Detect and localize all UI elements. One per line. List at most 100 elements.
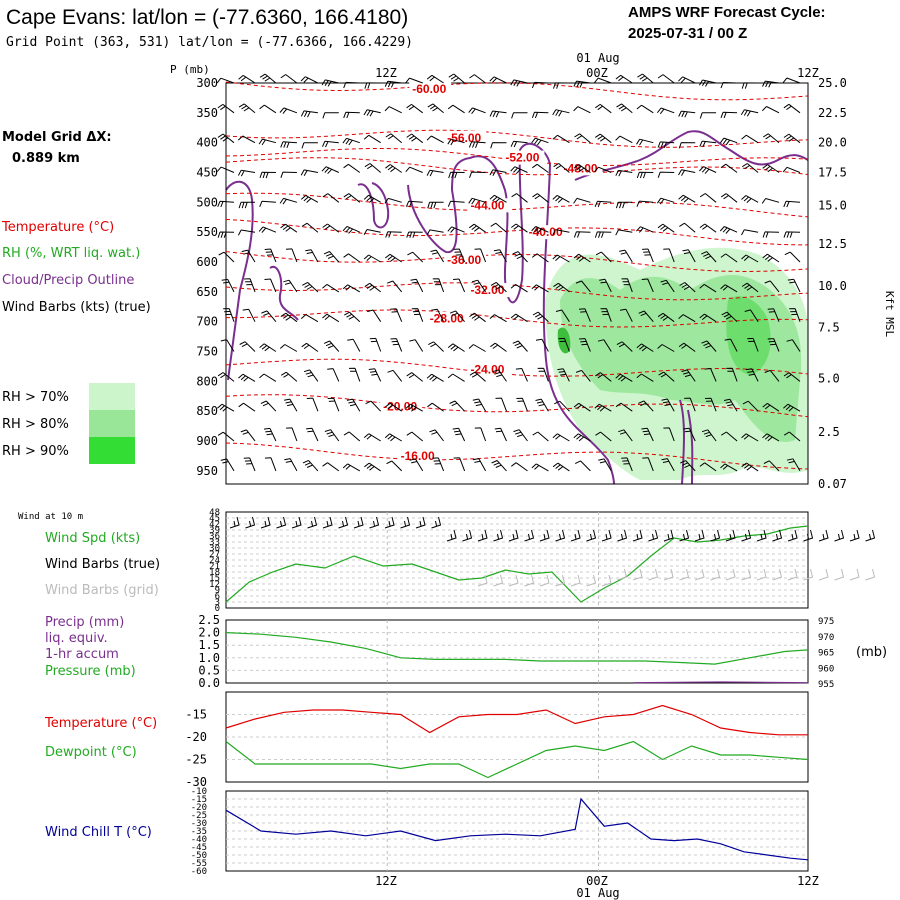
wind-barb: [322, 223, 340, 233]
wind-panel: Wind at 10 m Wind Spd (kts) Wind Barbs (…: [18, 508, 876, 614]
wind-barb: [324, 429, 340, 442]
windchill-tick-label: -25: [191, 811, 207, 821]
wind-barb: [531, 81, 549, 89]
temperature-line: [225, 704, 808, 736]
wind-barb: [657, 344, 675, 352]
wind-barb: [720, 193, 738, 203]
wind-barbs-grid-label: Wind Barbs (grid): [45, 583, 159, 598]
wind-tick-label: 21: [209, 562, 220, 572]
wind-barb: [552, 194, 570, 203]
wind-barb: [657, 107, 675, 115]
wind-barb: [405, 403, 423, 412]
wind-tick-label: 15: [209, 574, 220, 584]
forecast-cycle-value: 2025-07-31 / 00 Z: [628, 25, 747, 42]
windchill-tick-label: -20: [191, 803, 207, 813]
wind-barb-true: [291, 516, 302, 529]
wind-barb: [280, 312, 298, 323]
wind-barb-grid: [601, 574, 612, 587]
contour-label-bg: [409, 81, 452, 96]
wind-barb-grid: [694, 568, 705, 581]
wind-barb: [678, 110, 696, 118]
temperature-contour-line: [225, 442, 809, 470]
wind-barb: [679, 222, 696, 233]
wind-barb: [683, 427, 696, 442]
wind-barb-true: [446, 529, 457, 542]
bottom-date-label: 01 Aug: [576, 886, 619, 900]
wind-barb: [615, 74, 633, 84]
wind-barb: [453, 248, 466, 263]
wind-barb: [573, 164, 591, 173]
wind-barb: [578, 308, 591, 322]
wind-barb: [430, 249, 445, 263]
contour-label-bg: [444, 130, 487, 145]
contour-label-bg: [502, 150, 545, 165]
wind-barb-true: [338, 516, 349, 529]
precip-tick-label: 2.0: [198, 626, 220, 640]
wind-barb: [531, 226, 549, 234]
wind-tick-label: 36: [209, 532, 220, 542]
wind-barb: [447, 226, 465, 233]
wind-barb: [261, 310, 277, 323]
wind-barb: [553, 163, 570, 173]
wind-speed-line: [225, 525, 809, 603]
wind-barb: [384, 80, 402, 88]
height-axis-title: Kft MSL: [883, 291, 896, 338]
wind-barb: [364, 282, 382, 293]
wind-barb: [384, 253, 402, 263]
wind-barb: [405, 77, 423, 84]
wind-tick-label: 48: [209, 508, 220, 518]
wind-barb: [741, 254, 759, 263]
wind-barb: [472, 398, 487, 412]
pressure-tick-label: 600: [196, 255, 218, 269]
wind-barb: [532, 431, 549, 442]
wind-tick-label: 24: [209, 556, 220, 566]
wind-barb: [535, 338, 549, 352]
wind-barb: [264, 278, 277, 293]
wind-barb: [300, 76, 319, 84]
wind-barb: [258, 138, 277, 146]
wind-barb-true: [493, 529, 504, 542]
wind-barb: [641, 427, 654, 442]
wind-barb: [342, 463, 361, 472]
wind-barb-true: [818, 529, 829, 542]
wind-barb: [557, 368, 570, 382]
wind-barb: [363, 109, 381, 117]
wind-barb-grid: [756, 568, 767, 581]
wind-barb-true: [617, 529, 628, 542]
wind-barb: [426, 135, 444, 144]
pressure-tick-label: 300: [196, 76, 218, 90]
wind-barb: [468, 107, 486, 115]
wind-barb-true: [803, 529, 814, 542]
windchill-tick-label: -30: [191, 819, 207, 829]
wind-panel-title: Wind at 10 m: [18, 512, 83, 522]
temperature-contour-label: -60.00: [412, 82, 446, 96]
wind-barb: [742, 400, 759, 412]
wind-barb-true: [570, 529, 581, 542]
wind-barb-grid: [663, 568, 674, 581]
wind-barb: [344, 311, 361, 323]
rh85-region: [726, 296, 771, 375]
wind-barb: [447, 138, 465, 146]
wind-barb: [532, 193, 549, 203]
wind-barb: [365, 400, 382, 412]
wind-barb: [220, 458, 235, 472]
wind-barb: [363, 433, 381, 442]
wind-barb: [323, 340, 340, 352]
wind-barb-grid: [818, 568, 829, 581]
wind-tick-label: 27: [209, 550, 220, 560]
wind-barb: [764, 280, 780, 293]
wind-barb: [364, 82, 381, 89]
wind-barb: [305, 249, 319, 263]
wind-barb: [303, 369, 319, 382]
pressure-tick-label: 850: [196, 404, 218, 418]
wind-barb: [327, 368, 340, 382]
wind-barb: [678, 76, 696, 84]
wind-barbs-grid-row: [477, 568, 876, 587]
wind-barb-grid: [725, 568, 736, 581]
wind-barb: [719, 226, 738, 234]
wind-barb: [238, 373, 256, 382]
wind-barb: [621, 278, 633, 293]
temperature-label: Temperature (°C): [44, 716, 157, 731]
wind-barb-true: [322, 516, 333, 529]
wind-barb: [259, 104, 277, 114]
